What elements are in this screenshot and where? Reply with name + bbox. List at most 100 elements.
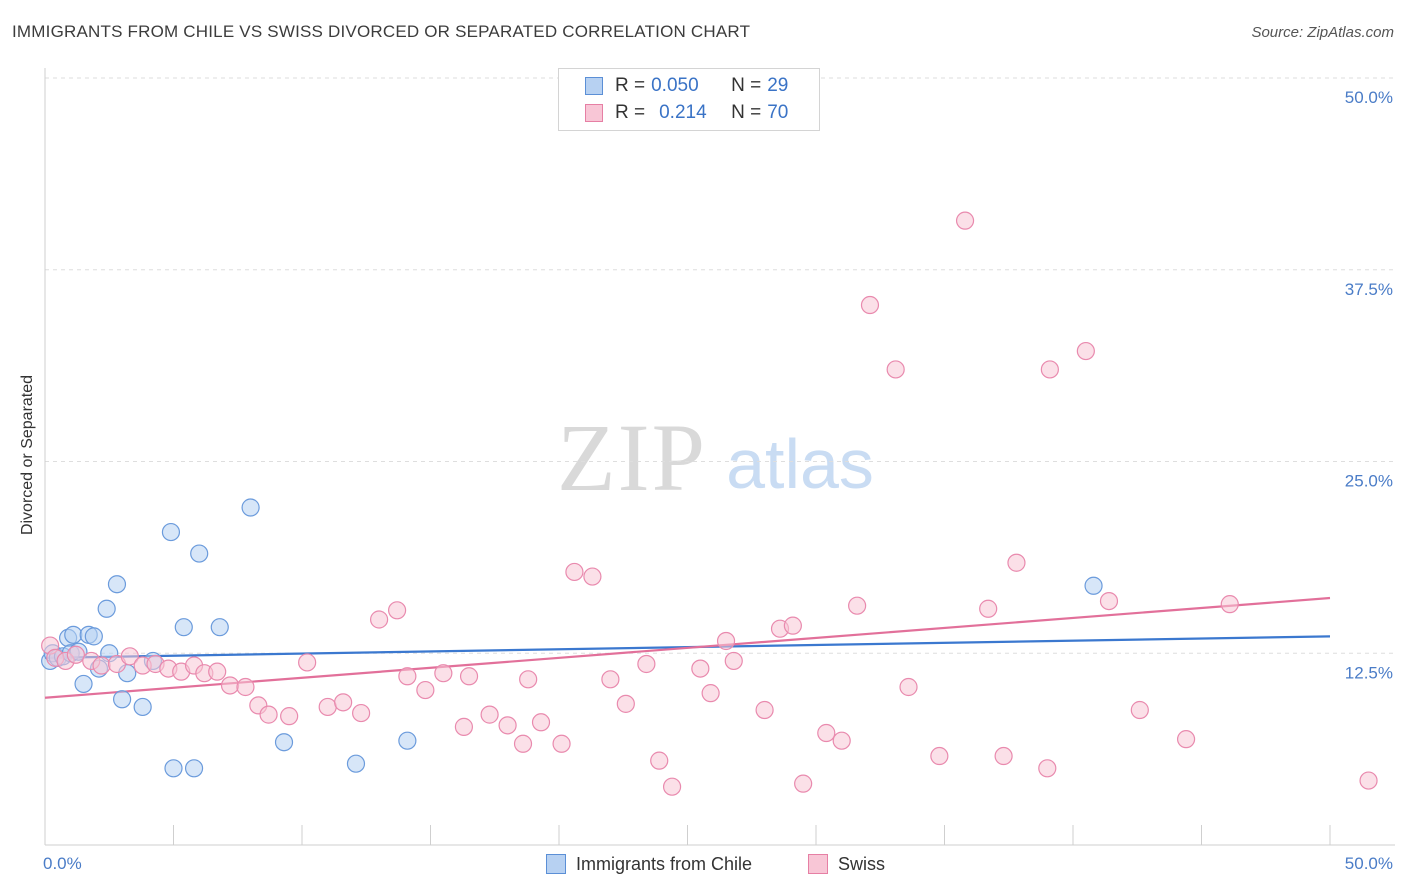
swiss-point-40	[616, 694, 635, 713]
bottom-legend-label-chile: Immigrants from Chile	[576, 853, 753, 874]
swiss-point-36	[552, 734, 571, 753]
chile-point-21	[174, 618, 193, 637]
chile-point-27	[346, 754, 366, 773]
swiss-point-15	[220, 676, 240, 695]
chile-point-25	[241, 498, 260, 517]
swiss-point-3	[66, 645, 85, 664]
swiss-point-51	[794, 774, 813, 793]
swiss-point-60	[979, 599, 998, 618]
swiss-point-45	[701, 684, 720, 703]
swiss-point-44	[691, 659, 710, 678]
swiss-point-7	[120, 647, 139, 666]
swiss-point-41	[637, 654, 656, 674]
legend-row-chile: R = 0.050 N = 29	[585, 75, 788, 97]
swiss-point-38	[583, 567, 602, 586]
bottom-legend-swatch-chile	[546, 854, 566, 874]
source-credit: Source: ZipAtlas.com	[1251, 24, 1394, 41]
chile-point-6	[64, 625, 83, 644]
watermark: ZIP atlas	[557, 404, 874, 511]
chile-point-22	[184, 759, 204, 778]
swiss-point-58	[930, 746, 949, 766]
swiss-point-65	[1076, 341, 1095, 361]
swiss-point-25	[387, 601, 407, 620]
swiss-trend-line	[44, 596, 1331, 699]
swiss-point-35	[531, 713, 551, 732]
legend-r-label: R =	[615, 102, 646, 123]
chile-point-23	[190, 544, 209, 563]
tick-labels: 12.5% 25.0% 37.5% 50.0% 0.0% 50.0%	[43, 88, 1393, 873]
chile-point-28	[398, 731, 417, 750]
swiss-point-57	[899, 677, 918, 697]
y-tick-label-0: 12.5%	[1345, 663, 1393, 682]
watermark-zip: ZIP	[557, 404, 707, 511]
chart-title: IMMIGRANTS FROM CHILE VS SWISS DIVORCED …	[12, 22, 751, 41]
swiss-point-67	[1130, 700, 1149, 720]
swiss-point-50	[783, 616, 802, 635]
trend-lines	[44, 596, 1331, 699]
swiss-point-39	[601, 670, 620, 689]
y-tick-label-3: 50.0%	[1345, 88, 1393, 107]
swiss-point-59	[955, 211, 975, 230]
swiss-point-26	[398, 667, 417, 686]
swiss-point-69	[1220, 595, 1239, 614]
data-points	[41, 211, 1378, 796]
swiss-point-43	[662, 777, 682, 796]
swiss-point-42	[650, 751, 669, 770]
chile-point-29	[1084, 576, 1103, 595]
swiss-point-14	[208, 662, 227, 681]
swiss-point-37	[565, 562, 584, 582]
swiss-point-47	[724, 651, 743, 671]
swiss-point-31	[480, 705, 499, 724]
chile-point-14	[107, 575, 127, 594]
y-tick-label-2: 37.5%	[1345, 280, 1393, 299]
bottom-legend-label-swiss: Swiss	[838, 853, 886, 874]
swiss-point-32	[498, 716, 517, 735]
swiss-point-54	[848, 596, 867, 615]
swiss-point-22	[334, 693, 353, 712]
swiss-point-68	[1176, 730, 1196, 749]
swiss-point-66	[1099, 591, 1119, 611]
legend-r-value-chile: 0.050	[651, 75, 699, 96]
swiss-point-70	[1359, 771, 1378, 790]
bottom-legend-swatch-swiss	[808, 854, 828, 874]
watermark-atlas: atlas	[726, 425, 874, 503]
correlation-legend: R = 0.050 N = 29 R = 0.214 N = 70	[558, 68, 820, 131]
swiss-point-29	[454, 717, 474, 736]
chile-point-15	[112, 690, 132, 709]
legend-swatch-chile	[585, 77, 603, 95]
bottom-legend-chile: Immigrants from Chile	[546, 852, 752, 876]
chile-point-10	[84, 627, 103, 646]
swiss-point-5	[92, 656, 111, 675]
swiss-point-19	[280, 707, 299, 726]
swiss-point-56	[886, 360, 905, 379]
y-tick-label-1: 25.0%	[1345, 472, 1393, 491]
legend-r-value-swiss: 0.214	[659, 102, 707, 123]
legend-n-label: N =	[731, 75, 762, 96]
chile-point-8	[74, 674, 93, 694]
swiss-point-33	[513, 734, 533, 753]
x-tick-label-0: 0.0%	[43, 854, 82, 873]
chile-point-20	[164, 759, 183, 778]
legend-n-value-swiss: 70	[767, 102, 789, 123]
swiss-point-62	[1007, 553, 1026, 572]
chile-point-19	[161, 522, 181, 542]
legend-r-label: R =	[615, 75, 646, 96]
legend-n-value-chile: 29	[767, 75, 789, 96]
bottom-legend-swiss: Swiss	[808, 852, 885, 876]
swiss-point-63	[1038, 759, 1057, 778]
swiss-point-18	[259, 705, 278, 724]
swiss-point-27	[416, 680, 435, 700]
swiss-point-48	[755, 700, 774, 720]
swiss-point-21	[318, 697, 337, 717]
legend-n-label: N =	[731, 102, 762, 123]
swiss-point-30	[459, 667, 479, 686]
swiss-point-53	[832, 731, 851, 750]
swiss-point-16	[236, 677, 255, 697]
grid-lines	[45, 77, 1395, 654]
swiss-point-52	[817, 723, 836, 743]
swiss-point-24	[370, 610, 389, 629]
chile-point-17	[133, 697, 152, 717]
legend-row-swiss: R = 0.214 N = 70	[585, 102, 788, 124]
swiss-point-28	[434, 664, 453, 683]
